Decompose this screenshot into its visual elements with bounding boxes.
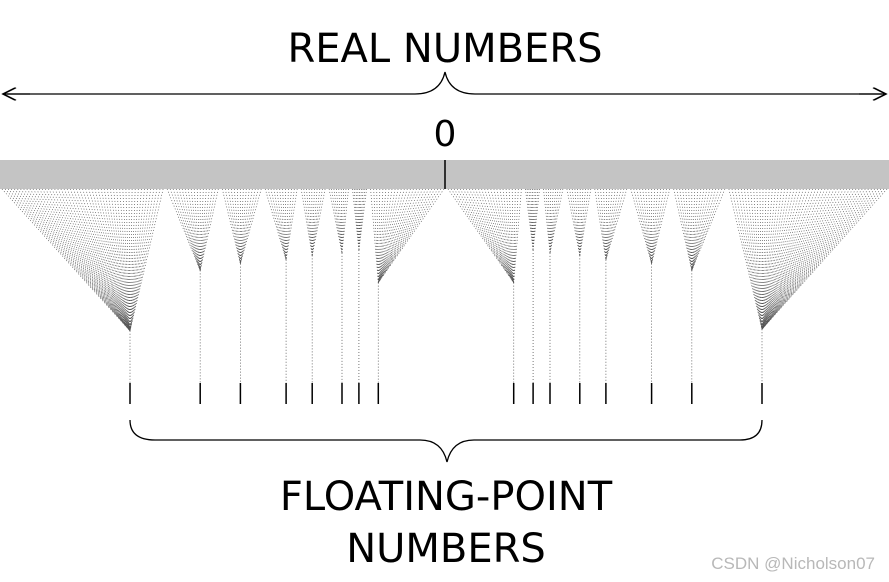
- rounding-fan: [328, 188, 349, 383]
- zero-label: 0: [434, 114, 457, 155]
- rounding-fan: [728, 188, 888, 383]
- rounding-fan: [447, 188, 522, 383]
- real-numbers-label: REAL NUMBERS: [287, 26, 602, 72]
- rounding-fan: [525, 188, 540, 383]
- floating-point-label-line2: NUMBERS: [346, 526, 546, 572]
- rounding-fan: [566, 188, 592, 383]
- rounding-fans: [1, 188, 888, 383]
- rounding-fan: [630, 188, 671, 383]
- floating-point-ticks: [129, 383, 763, 404]
- rounding-fan: [221, 188, 262, 383]
- real-numbers-brace: [3, 71, 886, 94]
- rounding-fan: [300, 188, 326, 383]
- rounding-fan: [166, 188, 219, 383]
- watermark: CSDN @Nicholson07: [711, 554, 875, 573]
- rounding-fan: [370, 188, 445, 383]
- rounding-fan: [543, 188, 564, 383]
- rounding-fan: [264, 188, 298, 383]
- floating-point-brace: [129, 419, 763, 463]
- rounding-fan: [673, 188, 726, 383]
- floating-point-label-line1: FLOATING-POINT: [280, 474, 613, 520]
- rounding-fan: [594, 188, 628, 383]
- rounding-fan: [1, 188, 164, 383]
- rounding-fan: [352, 188, 367, 383]
